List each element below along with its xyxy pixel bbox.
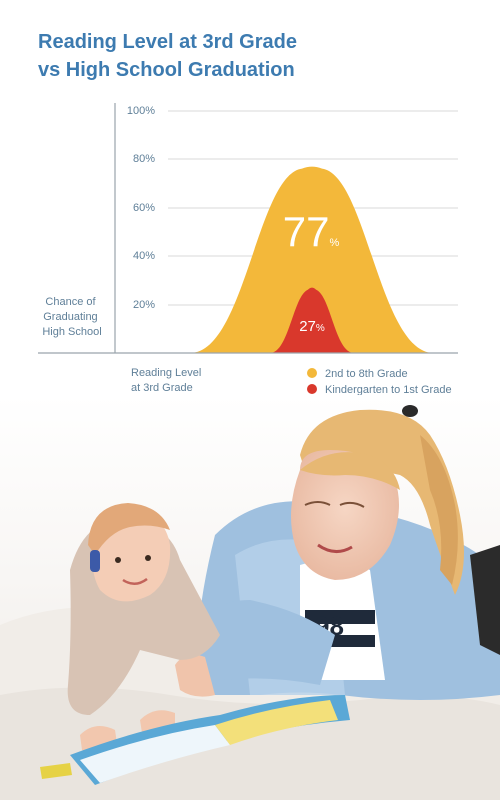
y-axis-label-line-2: Graduating <box>43 311 97 323</box>
legend-label-2nd-to-8th-grade: 2nd to 8th Grade <box>325 368 408 380</box>
y-tick-label-20: 20% <box>133 299 155 311</box>
legend-label-kindergarten-to-1st-grade: Kindergarten to 1st Grade <box>325 384 452 396</box>
legend: 2nd to 8th Grade Kindergarten to 1st Gra… <box>307 368 452 396</box>
y-tick-label-40: 40% <box>133 250 155 262</box>
y-axis-label-line-1: Chance of <box>45 296 96 308</box>
data-label-kindergarten-to-1st-grade: 27% <box>299 318 325 335</box>
data-label-unit-77: % <box>329 237 339 249</box>
x-axis-label: Reading Level at 3rd Grade <box>131 367 204 394</box>
y-tick-label-100: 100% <box>127 105 155 117</box>
y-tick-labels: 100% 80% 60% 40% 20% <box>127 105 155 311</box>
mother-and-baby-reading-photo: 98 <box>0 395 500 800</box>
series-area-2nd-to-8th-grade <box>190 166 434 353</box>
data-label-unit-27: % <box>316 323 325 334</box>
data-label-2nd-to-8th-grade: 77% <box>283 208 340 255</box>
chart-title-line-2: vs High School Graduation <box>38 59 295 81</box>
legend-swatch-2nd-to-8th-grade <box>307 368 317 378</box>
y-axis-label: Chance of Graduating High School <box>42 296 101 338</box>
chart-title-line-1: Reading Level at 3rd Grade <box>38 31 297 53</box>
series-area-kindergarten-to-1st-grade <box>270 287 354 353</box>
legend-swatch-kindergarten-to-1st-grade <box>307 384 317 394</box>
y-axis-label-line-3: High School <box>42 326 101 338</box>
data-label-value-77: 77 <box>283 208 330 255</box>
data-label-value-27: 27 <box>299 318 316 335</box>
y-tick-label-60: 60% <box>133 202 155 214</box>
chart-title: Reading Level at 3rd Grade vs High Schoo… <box>38 28 297 84</box>
x-axis-label-line-1: Reading Level <box>131 367 201 379</box>
x-axis-label-line-2: at 3rd Grade <box>131 382 193 394</box>
chart-plot: 100% 80% 60% 40% 20% 77% 27% Chance of G… <box>38 103 458 396</box>
y-tick-label-80: 80% <box>133 153 155 165</box>
